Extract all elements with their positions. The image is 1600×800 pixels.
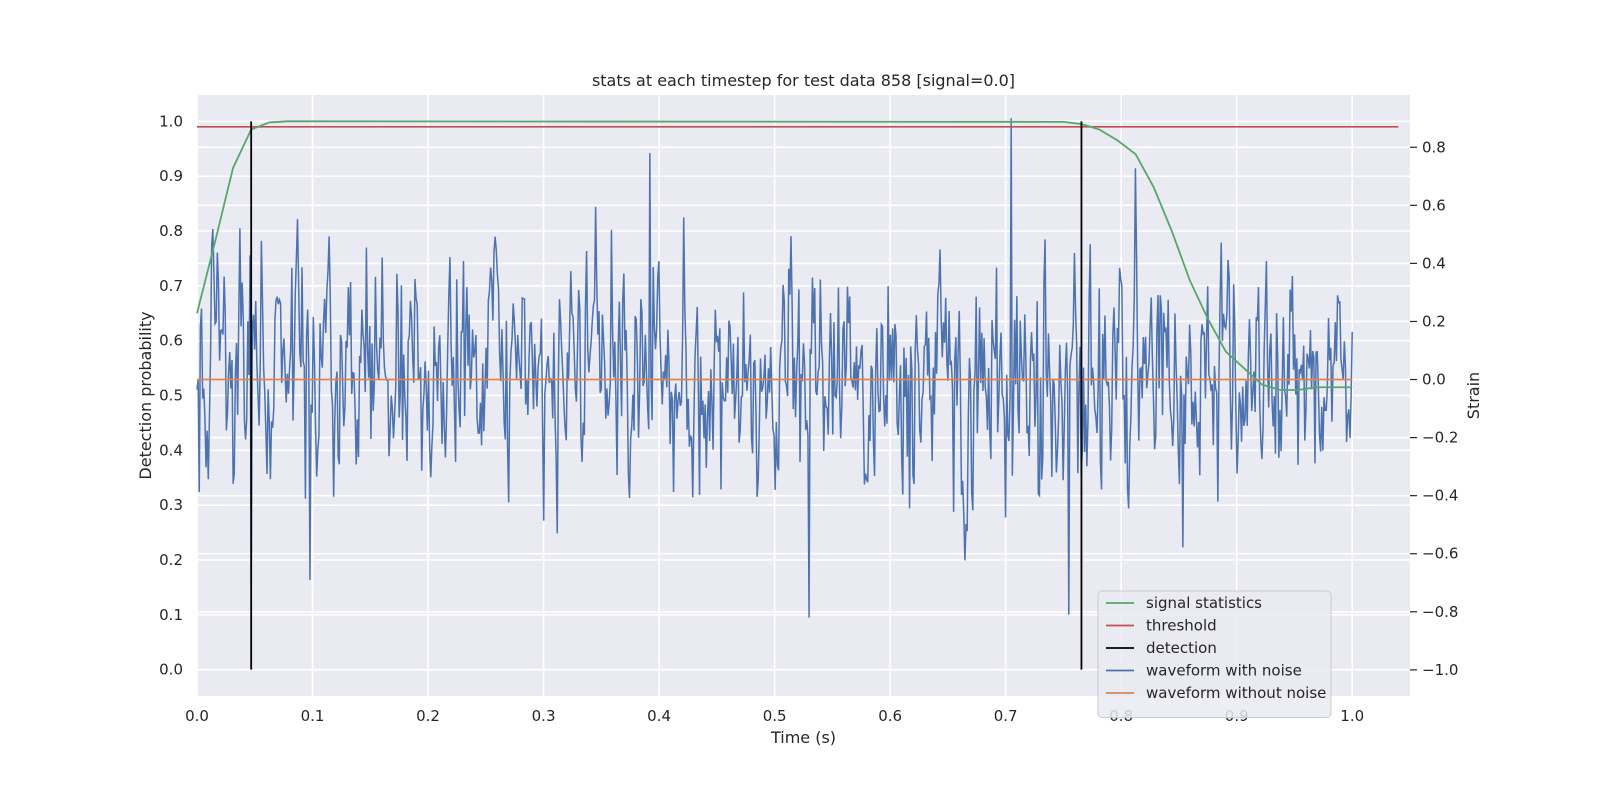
y-tick-label-left: 0.8 [159,222,183,240]
y-axis-label-left: Detection probability [136,311,155,479]
legend-label: waveform without noise [1146,684,1326,702]
axes-layer: 0.0 0.1 0.2 0.3 0.4 0.5 0.6 0.7 0.8 0.9 1.0 0.0 0.1 0… [159,112,1458,725]
y-tick-label-left: 0.5 [159,387,183,405]
x-tick-label: 0.2 [416,707,440,725]
y-tick-label-right: 0.6 [1422,196,1446,214]
x-tick-label: 0.7 [994,707,1018,725]
y-tick-label-left: 0.3 [159,496,183,514]
x-tick-label: 1.0 [1340,707,1364,725]
y-tick-label-right: 0.2 [1422,312,1446,330]
x-tick-label: 0.0 [185,707,209,725]
legend-label: signal statistics [1146,594,1262,612]
legend-label: threshold [1146,617,1217,635]
y-tick-label-right: −0.8 [1422,603,1458,621]
y-tick-label-left: 0.4 [159,441,183,459]
y-tick-label-left: 0.6 [159,332,183,350]
y-tick-label-left: 0.0 [159,661,183,679]
y-tick-label-left: 0.2 [159,551,183,569]
y-tick-label-right: −0.2 [1422,429,1458,447]
x-tick-label: 0.3 [532,707,556,725]
y-tick-label-left: 1.0 [159,112,183,130]
legend-box [1097,590,1332,718]
x-tick-label: 0.4 [647,707,671,725]
x-tick-label: 0.6 [878,707,902,725]
chart-title: stats at each timestep for test data 858… [592,71,1015,90]
legend-label: waveform with noise [1146,662,1302,680]
series-layer [196,118,1399,670]
y-tick-label-left: 0.1 [159,606,183,624]
legend: signal statistics threshold detection wavef… [1097,590,1332,718]
y-tick-label-right: −0.6 [1422,545,1458,563]
y-tick-label-right: −1.0 [1422,661,1458,679]
y-tick-label-right: 0.4 [1422,254,1446,272]
y-tick-label-right: 0.0 [1422,371,1446,389]
y-axis-label-right: Strain [1464,372,1483,419]
x-tick-label: 0.1 [301,707,325,725]
y-tick-label-left: 0.7 [159,277,183,295]
series-signal-statistics [196,120,1353,391]
series-waveform-with-noise [196,118,1353,618]
legend-label: detection [1146,639,1217,657]
x-tick-label: 0.5 [763,707,787,725]
y-tick-label-left: 0.9 [159,167,183,185]
x-axis-label: Time (s) [770,728,836,747]
y-tick-label-right: −0.4 [1422,487,1458,505]
y-tick-label-right: 0.8 [1422,138,1446,156]
